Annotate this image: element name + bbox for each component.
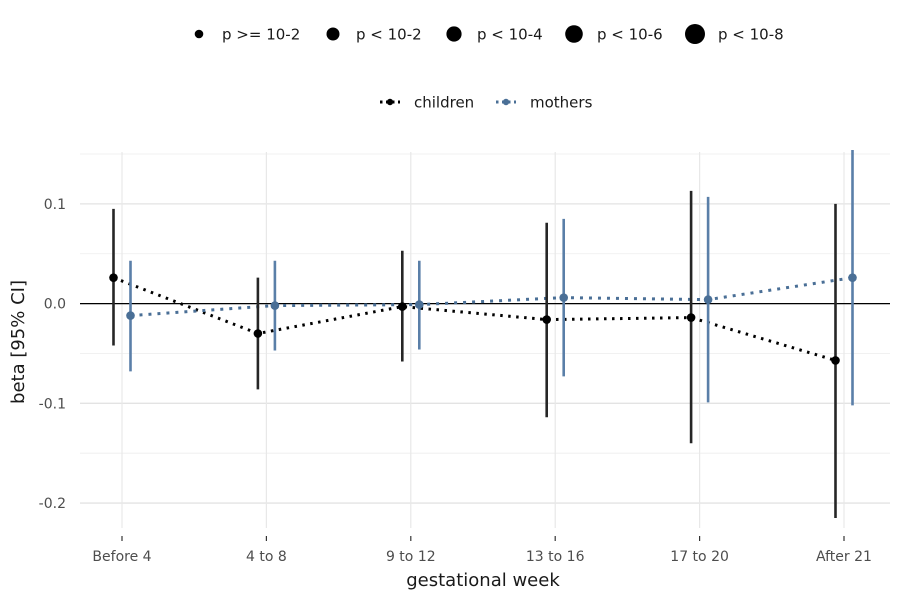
point-mothers bbox=[848, 273, 857, 282]
legend-layer: p >= 10-2 p < 10-2 p < 10-4 p < 10-6 p < 10-… bbox=[194, 24, 784, 112]
axis-layer: -0.2 -0.1 0.0 0.1 Before 4 4 to 8 9 to 12 13 to… bbox=[39, 197, 872, 565]
series-line-mothers bbox=[130, 276, 853, 318]
point-children bbox=[831, 356, 840, 365]
x-tick-label: 13 to 16 bbox=[526, 549, 585, 565]
error-bars-layer bbox=[112, 150, 854, 519]
x-axis-title: gestational week bbox=[406, 570, 560, 591]
series-line-children bbox=[112, 276, 836, 362]
point-children bbox=[542, 315, 551, 324]
point-children bbox=[398, 302, 407, 311]
point-children bbox=[109, 273, 118, 282]
size-legend-key bbox=[565, 25, 583, 43]
color-legend-label: mothers bbox=[530, 94, 593, 112]
size-legend-key bbox=[326, 27, 340, 41]
x-tick-label: 4 to 8 bbox=[246, 549, 287, 565]
size-legend-label: p < 10-8 bbox=[718, 26, 784, 44]
y-axis-title: beta [95% CI] bbox=[8, 280, 29, 404]
y-tick-label: 0.1 bbox=[44, 197, 66, 213]
point-children bbox=[686, 313, 696, 322]
x-tick-label: 9 to 12 bbox=[386, 549, 436, 565]
y-tick-label: -0.2 bbox=[39, 496, 66, 512]
x-tick-label: 17 to 20 bbox=[670, 549, 729, 565]
size-legend-key bbox=[446, 26, 462, 42]
y-tick-label: -0.1 bbox=[39, 396, 66, 412]
size-legend-label: p < 10-6 bbox=[597, 26, 663, 44]
series-lines-layer bbox=[112, 276, 853, 362]
size-legend-label: p >= 10-2 bbox=[222, 26, 300, 44]
size-legend-label: p < 10-4 bbox=[477, 26, 543, 44]
size-legend-key bbox=[194, 29, 204, 39]
point-mothers bbox=[415, 300, 424, 309]
x-tick-label: Before 4 bbox=[92, 549, 151, 565]
size-legend-key bbox=[685, 24, 705, 44]
point-mothers bbox=[270, 301, 280, 310]
y-tick-label: 0.0 bbox=[44, 297, 66, 313]
point-children bbox=[253, 329, 263, 338]
x-tick-label: After 21 bbox=[816, 549, 872, 565]
point-mothers bbox=[559, 293, 568, 302]
points-layer bbox=[109, 273, 857, 365]
size-legend-label: p < 10-2 bbox=[356, 26, 422, 44]
point-mothers bbox=[126, 311, 135, 320]
grid-layer bbox=[80, 152, 890, 528]
color-legend-key-point bbox=[502, 98, 510, 106]
color-legend-key-point bbox=[386, 98, 394, 106]
color-legend-label: children bbox=[414, 94, 474, 112]
point-mothers bbox=[703, 295, 713, 304]
